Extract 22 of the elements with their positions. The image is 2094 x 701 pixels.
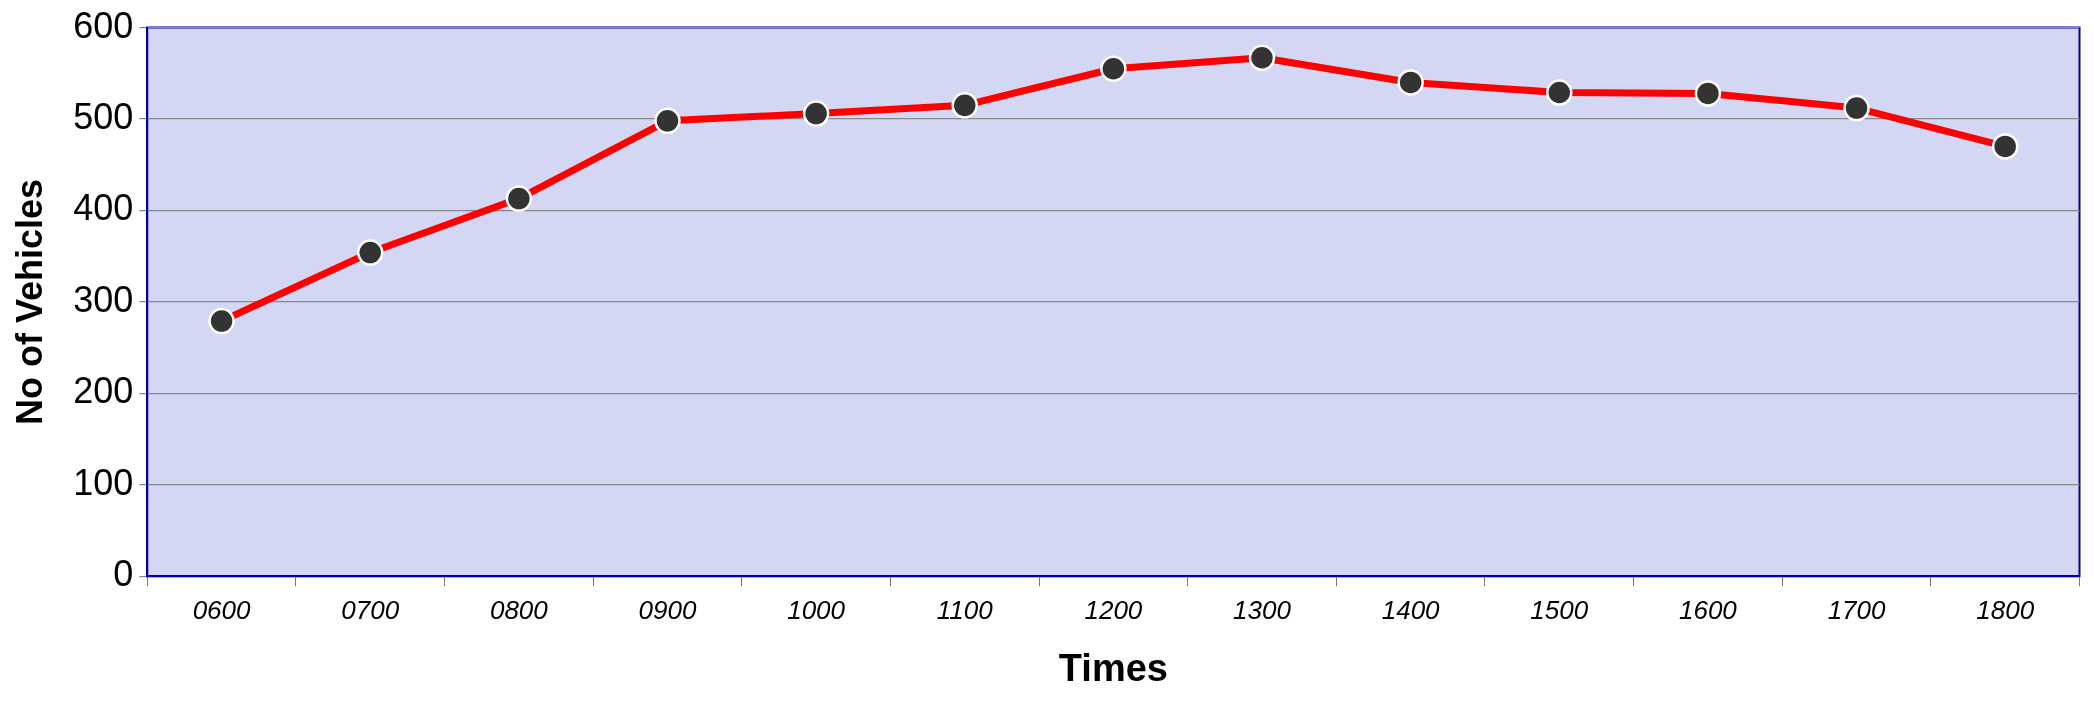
y-axis-title: No of Vehicles — [8, 178, 50, 425]
x-tick-label: 1700 — [1827, 595, 1887, 626]
x-tick-label: 1800 — [1976, 595, 2035, 626]
x-tick-label: 1300 — [1233, 595, 1292, 626]
x-tick-label: 0800 — [489, 595, 549, 626]
y-tick-label: 600 — [73, 4, 134, 46]
y-tick-label: 0 — [113, 553, 134, 595]
x-tick-label: 1500 — [1530, 595, 1589, 626]
x-axis-title: Times — [1058, 646, 1168, 689]
y-tick-label: 500 — [73, 95, 134, 137]
y-tick-label: 100 — [73, 461, 134, 503]
x-tick-label: 1600 — [1678, 595, 1738, 626]
x-tick-label: 0700 — [341, 595, 400, 626]
y-tick-label: 300 — [73, 278, 134, 320]
x-tick-label: 0600 — [192, 595, 252, 626]
x-tick-label: 1100 — [936, 595, 994, 626]
x-tick-label: 0900 — [638, 595, 697, 626]
x-tick-label: 1200 — [1084, 595, 1143, 626]
x-tick-label: 1400 — [1381, 595, 1441, 626]
x-tick-label: 1000 — [787, 595, 846, 626]
y-tick-label: 200 — [73, 370, 134, 412]
y-tick-label: 400 — [73, 187, 134, 229]
